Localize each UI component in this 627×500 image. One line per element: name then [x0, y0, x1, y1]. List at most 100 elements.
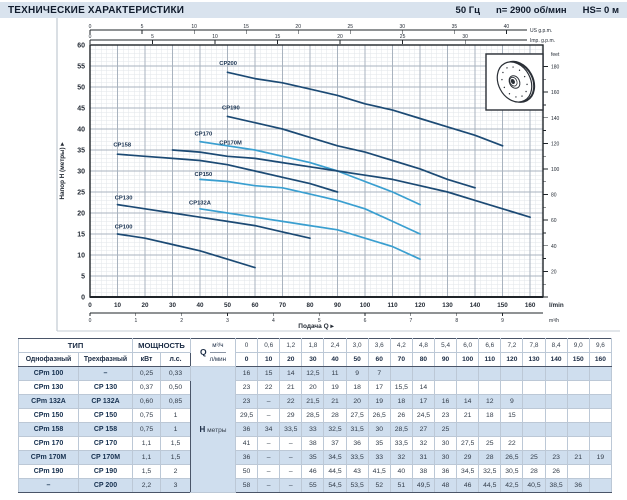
pump-row-cp-132a: CPm 132A CP 132A 0,60 0,85 23–22 21,5 21 20 19 18… — [18, 394, 613, 409]
h-value-cell: 34,5 — [456, 464, 480, 479]
us-gpm-tick-label: 0 — [89, 24, 92, 30]
power-hp: 1 — [159, 408, 192, 423]
h-value-cell: 49,5 — [411, 478, 436, 493]
h-value-cell — [456, 366, 480, 381]
power-kw: 1,1 — [132, 436, 161, 451]
lmin-unit-label: l/min — [549, 302, 564, 309]
power-kw: 0,37 — [132, 380, 161, 395]
three-phase-header: Трехфазный — [78, 352, 133, 367]
lmin-tick-label: 40 — [197, 302, 205, 309]
lmin-header-cell: 30 — [301, 352, 325, 367]
power-kw: 0,60 — [132, 394, 161, 409]
h-value-cell — [433, 366, 458, 381]
h-tick-label: 20 — [77, 211, 85, 218]
pump-row-cp-170: CPm 170 CP 170 1,1 1,5 41– –38 37 36 35 33,5 32 30 2… — [18, 436, 613, 451]
lmin-tick-label: 140 — [470, 302, 481, 309]
single-phase-model: CPm 100 — [18, 366, 79, 381]
us-gpm-tick-label: 10 — [191, 24, 197, 30]
lmin-header-cell: 50 — [345, 352, 369, 367]
us-gpm-tick-label: 5 — [141, 24, 144, 30]
h-value-cell: 18 — [345, 380, 369, 395]
h-tick-label: 40 — [77, 127, 85, 134]
h-value-cell: 44,5 — [323, 464, 347, 479]
h-value-cell: 18 — [478, 408, 502, 423]
h-value-cell: 23 — [544, 450, 568, 465]
h-value-cell — [433, 380, 458, 395]
impeller-part — [521, 95, 523, 97]
lmin-header-cell: 20 — [279, 352, 303, 367]
h-value-cell: 26,5 — [500, 450, 524, 465]
speed-label: n= 2900 об/мин — [495, 4, 567, 16]
single-phase-model: – — [18, 478, 79, 493]
lmin-tick-label: 110 — [387, 302, 398, 309]
h-value-cell — [522, 366, 546, 381]
imp-gpm-tick-label: 0 — [89, 34, 92, 40]
lmin-tick-label: 30 — [169, 302, 177, 309]
h-value-cell: 22 — [500, 436, 524, 451]
single-phase-model: CPm 170 — [18, 436, 79, 451]
h-value-cell: – — [257, 450, 281, 465]
feet-tick-label: 100 — [551, 167, 560, 173]
m3h-tick-label: 6 — [364, 318, 367, 324]
m3h-header-cell: 5,4 — [433, 338, 458, 353]
imp-gpm-tick-label: 25 — [400, 34, 406, 40]
impeller-part — [512, 66, 514, 68]
lmin-header-cell: 120 — [500, 352, 524, 367]
h-value-cell: 34,5 — [323, 450, 347, 465]
pump-row-cp-158: CPm 158 CP 158 0,75 1 36 34 33,5 33 32,5 31,5 30 28… — [18, 422, 613, 437]
lmin-header-cell: 0 — [235, 352, 259, 367]
three-phase-model: CP 158 — [78, 422, 133, 437]
m3h-header-cell: 4,8 — [411, 338, 436, 353]
h-value-cell — [588, 436, 613, 451]
h-value-cell: 15 — [257, 366, 281, 381]
kw-header: кВт — [132, 352, 161, 367]
h-value-cell: 29,5 — [235, 408, 259, 423]
power-hp: 0,33 — [159, 366, 192, 381]
h-value-cell: 55 — [301, 478, 325, 493]
lmin-tick-label: 70 — [279, 302, 287, 309]
m3h-tick-label: 1 — [134, 318, 137, 324]
h-tick-label: 10 — [77, 253, 85, 260]
h-value-cell: 37 — [323, 436, 347, 451]
m3h-header-cell: 0,6 — [257, 338, 281, 353]
h-tick-label: 50 — [77, 85, 85, 92]
imp-gpm-tick-label: 5 — [151, 34, 154, 40]
h-value-cell: 27,5 — [456, 436, 480, 451]
single-phase-model: CPm 132A — [18, 394, 79, 409]
h-value-cell: 20 — [301, 380, 325, 395]
m3h-header-cell: 6,6 — [478, 338, 502, 353]
h-value-cell: 12,5 — [301, 366, 325, 381]
h-value-cell: 44,5 — [478, 478, 502, 493]
h-value-cell: 14 — [279, 366, 303, 381]
h-value-cell: 34 — [257, 422, 281, 437]
h-value-cell: 21 — [456, 408, 480, 423]
h-value-cell: 21 — [323, 394, 347, 409]
lmin-header-cell: 40 — [323, 352, 347, 367]
q-unit-m3h: м³/ч — [209, 340, 227, 353]
x-axis-title: Подача Q ▸ — [298, 323, 334, 330]
m3h-tick-label: 4 — [272, 318, 275, 324]
m3h-tick-label: 9 — [501, 318, 504, 324]
header-band: ТЕХНИЧЕСКИЕ ХАРАКТЕРИСТИКИ 50 Гц n= 2900… — [0, 2, 627, 18]
h-value-cell: 21 — [279, 380, 303, 395]
h-value-cell: 54,5 — [323, 478, 347, 493]
feet-tick-label: 160 — [551, 90, 560, 96]
h-value-cell: 33,5 — [345, 450, 369, 465]
h-value-cell — [456, 422, 480, 437]
h-value-cell: 14 — [456, 394, 480, 409]
h-value-cell: 7 — [367, 366, 391, 381]
lmin-tick-label: 10 — [114, 302, 122, 309]
lmin-header-cell: 70 — [389, 352, 413, 367]
h-value-cell: 9 — [345, 366, 369, 381]
m3h-header-cell: 7,2 — [500, 338, 524, 353]
impeller-part — [518, 69, 521, 71]
us-gpm-tick-label: 25 — [347, 24, 353, 30]
pump-row-cp-190: CPm 190 CP 190 1,5 2 50– –46 44,5 43 41,5 40 38 36 3… — [18, 464, 613, 479]
h-value-cell: 32 — [389, 450, 413, 465]
three-phase-model: CP 170M — [78, 450, 133, 465]
lmin-tick-label: 160 — [525, 302, 536, 309]
h-value-cell: 23 — [235, 380, 259, 395]
h-value-cell: 19 — [588, 450, 613, 465]
h-value-cell: 18 — [389, 394, 413, 409]
